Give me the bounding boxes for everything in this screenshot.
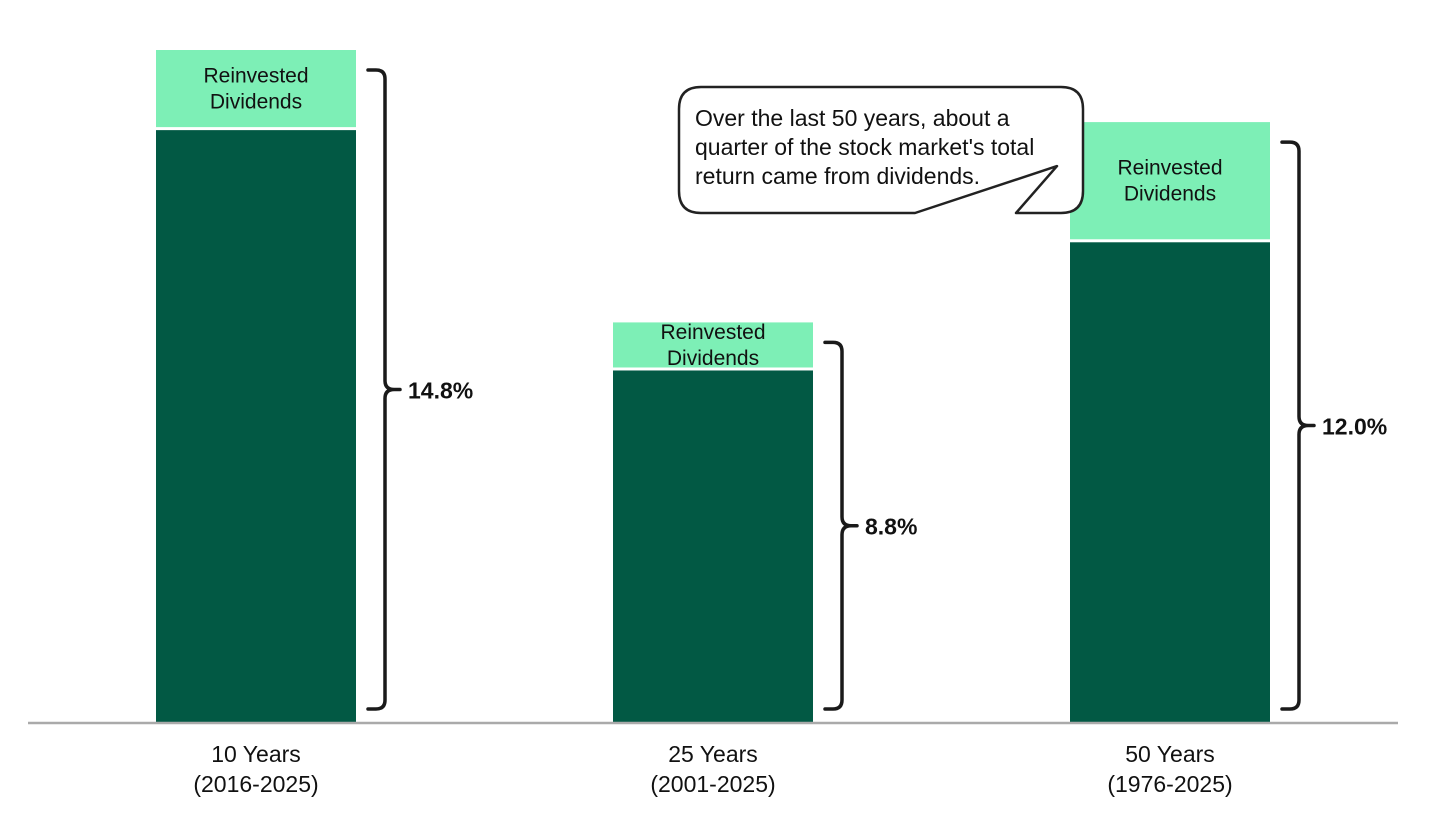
callout-line-1: Over the last 50 years, about a (695, 105, 1010, 131)
callout-bubble (677, 85, 1085, 215)
total-bracket (1280, 140, 1316, 711)
bars-layer: Reinvested Dividends Reinvested Dividends Re… (156, 50, 1270, 724)
total-bracket (823, 340, 859, 711)
callout: Over the last 50 years, about a quarter … (677, 85, 1085, 215)
bar-segment-base (1070, 242, 1270, 724)
bar-segment-dividends (156, 50, 356, 128)
total-return-label: 8.8% (865, 514, 917, 540)
segment-label: Reinvested Dividends (203, 65, 308, 114)
bar-segment-base (613, 370, 813, 723)
brackets-layer: 14.8% 8.8% 12.0% (366, 68, 1387, 711)
bar-segment-dividends (1070, 122, 1270, 240)
bar-segment-dividends (613, 322, 813, 368)
segment-label: Reinvested Dividends (660, 321, 765, 370)
category-label: 50 Years (1976-2025) (1107, 741, 1232, 797)
category-label: 10 Years (2016-2025) (193, 741, 318, 797)
callout-text: Over the last 50 years, about a quarter … (695, 105, 1041, 189)
callout-line-3: return came from dividends. (695, 163, 980, 189)
callout-line-2: quarter of the stock market's total (695, 134, 1034, 160)
bar-segment-base (156, 130, 356, 724)
segment-label: Reinvested Dividends (1117, 157, 1222, 206)
total-bracket (366, 68, 402, 711)
total-return-label: 12.0% (1322, 414, 1387, 440)
category-labels: 10 Years (2016-2025) 25 Years (2001-2025) 50… (193, 741, 1232, 797)
category-label: 25 Years (2001-2025) (650, 741, 775, 797)
total-return-label: 14.8% (408, 378, 473, 404)
